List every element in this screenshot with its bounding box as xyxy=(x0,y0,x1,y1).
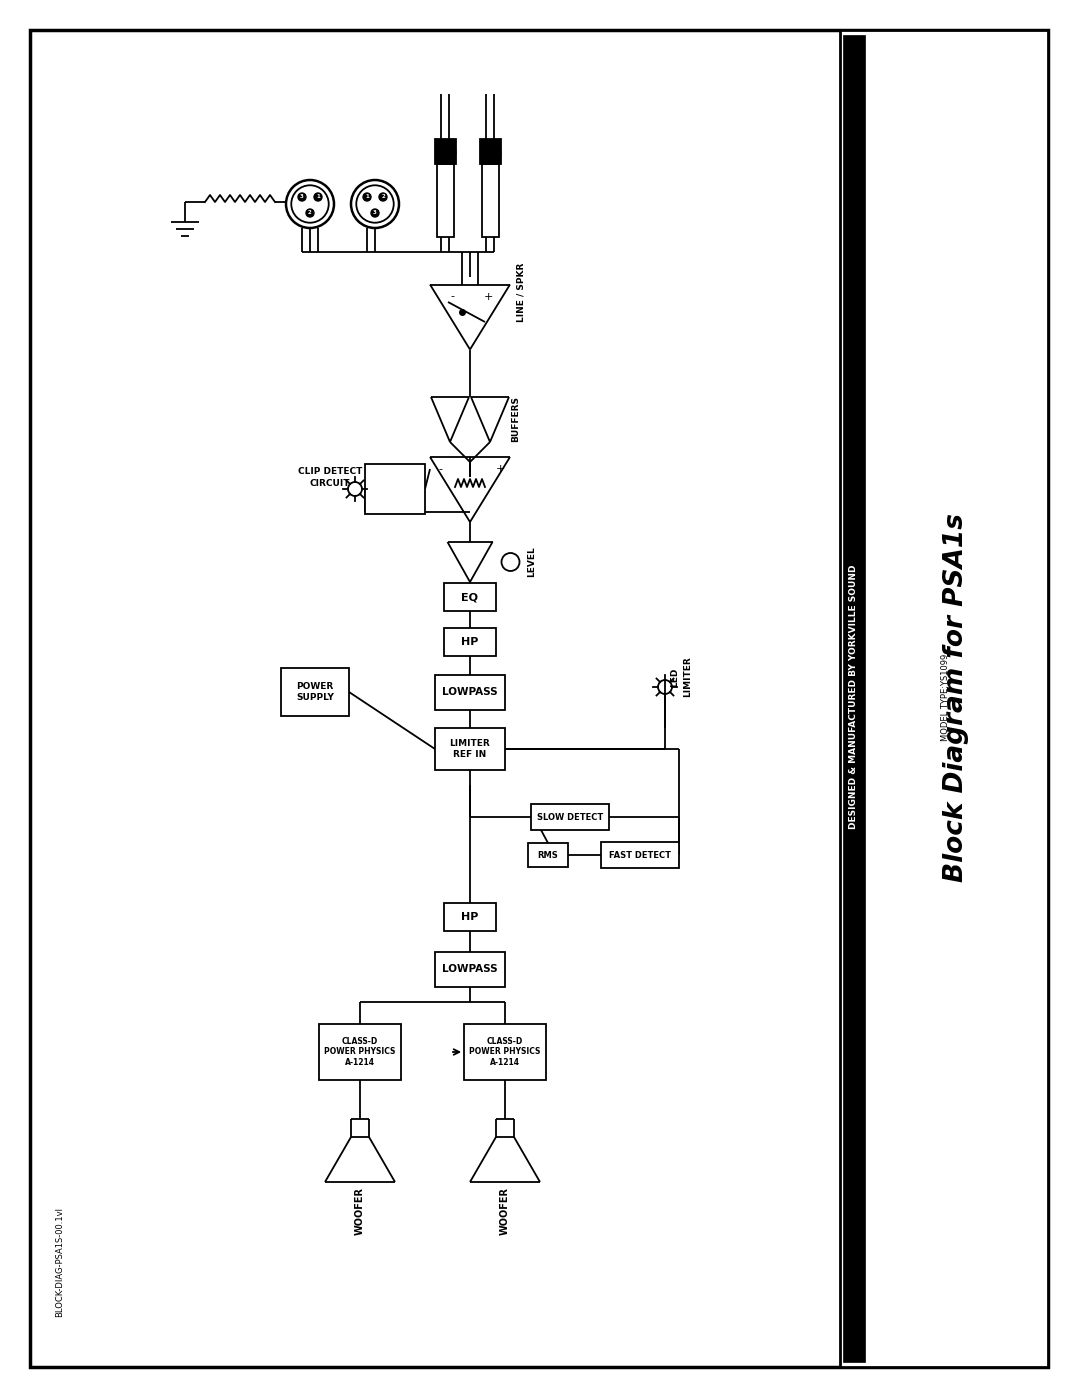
Polygon shape xyxy=(843,35,865,1362)
Text: FAST DETECT: FAST DETECT xyxy=(609,851,671,859)
Circle shape xyxy=(351,180,399,228)
Text: 3: 3 xyxy=(373,211,377,215)
Text: BLOCK-DIAG-PSA1S-00.1vl: BLOCK-DIAG-PSA1S-00.1vl xyxy=(55,1207,64,1317)
Text: DESIGNED & MANUFACTURED BY YORKVILLE SOUND: DESIGNED & MANUFACTURED BY YORKVILLE SOU… xyxy=(850,564,859,830)
Text: CLASS-D
POWER PHYSICS
A-1214: CLASS-D POWER PHYSICS A-1214 xyxy=(470,1037,541,1067)
Text: MODEL TYPE:YS1099: MODEL TYPE:YS1099 xyxy=(941,654,949,740)
Text: 1: 1 xyxy=(316,194,320,200)
Polygon shape xyxy=(600,842,679,868)
Text: WOOFER: WOOFER xyxy=(355,1187,365,1235)
Polygon shape xyxy=(435,951,505,986)
Text: LOWPASS: LOWPASS xyxy=(442,964,498,974)
Text: HP: HP xyxy=(461,637,478,647)
Text: WOOFER: WOOFER xyxy=(500,1187,510,1235)
Polygon shape xyxy=(30,29,1048,1368)
Circle shape xyxy=(372,210,379,217)
Polygon shape xyxy=(528,842,568,868)
Text: LINE / SPKR: LINE / SPKR xyxy=(516,263,525,323)
Polygon shape xyxy=(840,29,1048,1368)
Polygon shape xyxy=(531,805,609,830)
Text: POWER
SUPPLY: POWER SUPPLY xyxy=(296,682,334,701)
Text: -: - xyxy=(450,292,454,302)
Text: -: - xyxy=(438,464,442,474)
Text: LEVEL: LEVEL xyxy=(527,546,537,577)
Polygon shape xyxy=(480,138,500,163)
Circle shape xyxy=(286,180,334,228)
Circle shape xyxy=(306,210,314,217)
Polygon shape xyxy=(436,163,454,237)
Circle shape xyxy=(298,193,306,201)
Polygon shape xyxy=(365,464,426,514)
Polygon shape xyxy=(444,902,496,930)
Text: CLIP DETECT: CLIP DETECT xyxy=(298,467,362,475)
Polygon shape xyxy=(444,629,496,657)
Text: +: + xyxy=(496,464,504,474)
Text: CLASS-D
POWER PHYSICS
A-1214: CLASS-D POWER PHYSICS A-1214 xyxy=(324,1037,395,1067)
Text: LIMITER: LIMITER xyxy=(683,657,692,697)
Polygon shape xyxy=(444,583,496,610)
Text: +: + xyxy=(484,292,492,302)
Polygon shape xyxy=(434,138,456,163)
Polygon shape xyxy=(319,1024,401,1080)
Text: EQ: EQ xyxy=(461,592,478,602)
Circle shape xyxy=(363,193,372,201)
Text: SLOW DETECT: SLOW DETECT xyxy=(537,813,603,821)
Polygon shape xyxy=(281,668,349,717)
Text: Block Diagram for PSA1s: Block Diagram for PSA1s xyxy=(943,513,969,882)
Circle shape xyxy=(314,193,322,201)
Text: HP: HP xyxy=(461,912,478,922)
Polygon shape xyxy=(435,675,505,710)
Text: CIRCUIT: CIRCUIT xyxy=(310,479,350,489)
Text: 1: 1 xyxy=(365,194,369,200)
Polygon shape xyxy=(482,163,499,237)
Polygon shape xyxy=(435,728,505,770)
Text: LOWPASS: LOWPASS xyxy=(442,687,498,697)
Text: BUFFERS: BUFFERS xyxy=(511,395,519,441)
Text: 3: 3 xyxy=(300,194,303,200)
Text: RMS: RMS xyxy=(538,851,558,859)
Text: 2: 2 xyxy=(381,194,384,200)
Text: LIMITER
REF IN: LIMITER REF IN xyxy=(449,739,490,759)
Text: 2: 2 xyxy=(308,211,312,215)
Polygon shape xyxy=(464,1024,546,1080)
Circle shape xyxy=(379,193,387,201)
Text: LED: LED xyxy=(670,668,679,687)
